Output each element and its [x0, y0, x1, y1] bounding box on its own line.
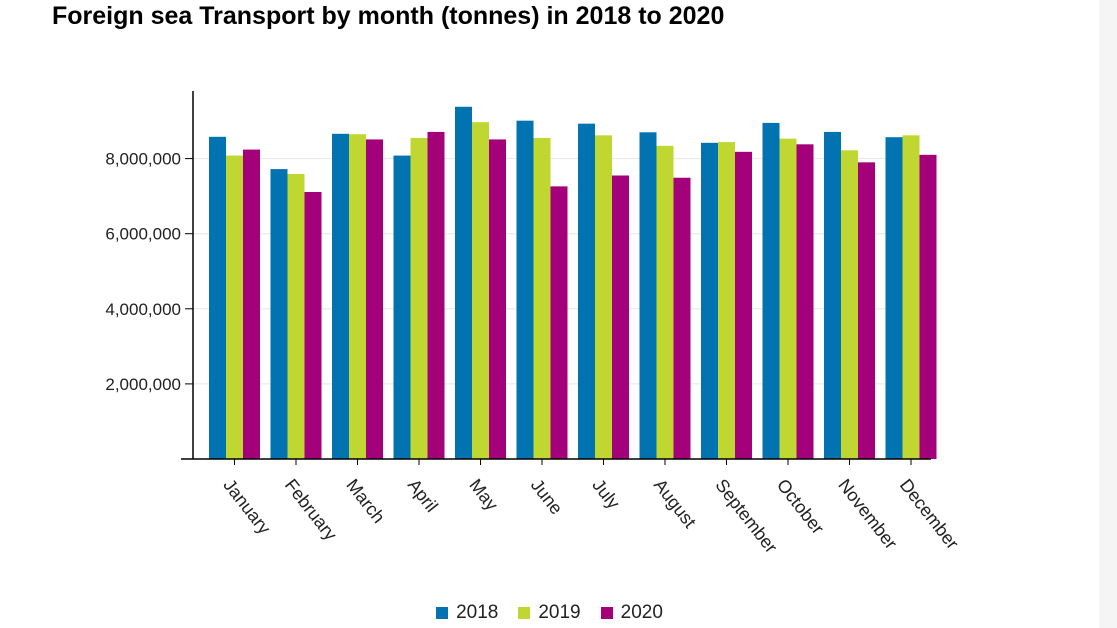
y-tick-label-1: 4,000,000: [105, 300, 181, 319]
bar-2019-march: [349, 134, 366, 460]
chart-title: Foreign sea Transport by month (tonnes) …: [52, 2, 725, 30]
y-tick-label-3: 8,000,000: [105, 150, 181, 169]
x-tick-label-august: August: [650, 475, 700, 531]
bar-chart: 2,000,000 4,000,000 6,000,000 8,000,000 Janu…: [105, 91, 963, 557]
bar-2018-august: [639, 132, 657, 459]
bar-2020-september: [735, 151, 752, 460]
legend-swatch-2019: [518, 607, 531, 619]
bar-2018-february: [270, 169, 288, 459]
legend-item-2019[interactable]: 2019: [518, 602, 581, 624]
bar-2020-june: [550, 186, 568, 460]
bar-2019-october: [779, 138, 797, 459]
bar-2019-december: [902, 135, 920, 459]
x-tick-label-january: January: [219, 475, 274, 538]
x-tick-label-may: May: [465, 475, 502, 514]
x-tick-label-september: September: [711, 475, 781, 557]
x-tick-label-july: July: [588, 475, 623, 513]
bar-2020-may: [489, 139, 506, 460]
scrollbar-track[interactable]: [1099, 0, 1117, 628]
bar-2018-may: [455, 106, 472, 460]
bar-2019-may: [472, 122, 489, 459]
x-tick-label-march: March: [342, 475, 389, 527]
bar-2019-june: [533, 137, 551, 459]
bar-2018-november: [824, 131, 841, 460]
bar-2018-april: [393, 155, 411, 459]
bar-2019-july: [595, 135, 612, 459]
x-tick-label-june: June: [527, 475, 567, 518]
legend-item-2018[interactable]: 2018: [436, 602, 498, 624]
bar-2019-january: [226, 155, 243, 459]
legend-label-2019: 2019: [538, 602, 581, 623]
bar-2018-december: [885, 137, 903, 460]
legend-label-2018: 2018: [456, 602, 499, 623]
bar-2020-december: [919, 154, 937, 459]
bar-2019-november: [841, 150, 858, 459]
y-tick-label-2: 6,000,000: [105, 225, 181, 244]
legend-label-2020: 2020: [620, 602, 663, 623]
bar-2019-february: [287, 173, 305, 459]
bar-2018-october: [762, 122, 780, 459]
bar-2020-july: [612, 175, 629, 459]
x-tick-label-april: April: [404, 475, 442, 516]
x-tick-label-february: February: [281, 475, 341, 544]
bar-2019-august: [656, 145, 674, 459]
bars: [209, 106, 937, 460]
x-tick-label-november: November: [834, 475, 901, 553]
bar-2019-september: [718, 142, 735, 459]
bar-2019-april: [410, 137, 428, 459]
bar-2018-june: [516, 120, 534, 459]
bar-2020-march: [366, 139, 383, 460]
bar-2018-january: [209, 136, 226, 459]
bar-2018-september: [701, 142, 718, 459]
bar-2018-july: [578, 123, 595, 460]
bar-2020-january: [243, 149, 260, 459]
bar-2020-february: [304, 192, 322, 459]
bar-2020-october: [796, 144, 814, 459]
bar-2020-november: [858, 162, 875, 460]
bar-2018-march: [332, 133, 349, 459]
legend-swatch-2020: [600, 607, 613, 619]
y-tick-label-0: 2,000,000: [105, 375, 181, 394]
legend-item-2020[interactable]: 2020: [600, 602, 663, 624]
bar-2020-august: [673, 177, 691, 459]
x-tick-label-october: October: [773, 475, 828, 538]
legend-swatch-2018: [436, 607, 449, 619]
bar-2020-april: [427, 131, 445, 460]
x-tick-label-december: December: [896, 475, 963, 553]
legend: 2018 2019 2020: [0, 602, 1099, 624]
